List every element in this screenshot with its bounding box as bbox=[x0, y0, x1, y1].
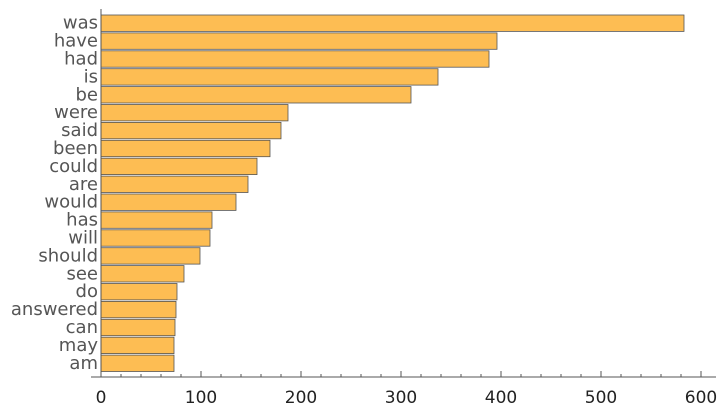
bar-has bbox=[100, 211, 213, 229]
x-tick-label: 600 bbox=[685, 388, 717, 408]
category-label-were: were bbox=[54, 102, 98, 123]
category-label-are: are bbox=[69, 174, 98, 195]
bar-answered bbox=[100, 300, 177, 319]
bar-see bbox=[100, 265, 185, 283]
category-label-see: see bbox=[66, 263, 98, 284]
bar-do bbox=[100, 283, 178, 301]
category-label-was: was bbox=[63, 13, 98, 34]
bar-would bbox=[100, 193, 237, 211]
bar-be bbox=[100, 86, 412, 104]
category-label-should: should bbox=[38, 245, 98, 266]
x-tick-label: 200 bbox=[285, 388, 317, 408]
category-label-been: been bbox=[53, 138, 98, 159]
bar-could bbox=[100, 157, 258, 175]
bar-had bbox=[100, 50, 490, 68]
category-label-have: have bbox=[54, 31, 98, 52]
category-label-had: had bbox=[64, 49, 98, 70]
bar-may bbox=[100, 336, 175, 355]
category-label-could: could bbox=[49, 156, 98, 177]
bar-is bbox=[100, 68, 439, 86]
category-label-may: may bbox=[59, 335, 99, 356]
category-label-am: am bbox=[69, 353, 98, 374]
category-label-said: said bbox=[61, 120, 98, 141]
bar-should bbox=[100, 247, 201, 265]
category-label-will: will bbox=[68, 228, 98, 249]
category-labels-group: washavehadisbeweresaidbeencouldarewouldh… bbox=[11, 13, 98, 374]
x-ticks-group: 0 100 200 300 400 500 600 bbox=[96, 371, 717, 408]
bar-can bbox=[100, 318, 176, 337]
x-tick-label: 0 bbox=[96, 388, 107, 408]
category-label-be: be bbox=[76, 84, 99, 105]
bar-am bbox=[100, 354, 175, 372]
bar-said bbox=[100, 122, 282, 140]
bar-have bbox=[100, 32, 498, 50]
category-label-has: has bbox=[66, 210, 98, 231]
category-label-answered: answered bbox=[11, 299, 98, 320]
bar-been bbox=[100, 139, 271, 158]
category-label-do: do bbox=[76, 281, 98, 302]
bar-will bbox=[100, 229, 211, 247]
bar-were bbox=[100, 104, 289, 122]
x-tick-label: 100 bbox=[185, 388, 217, 408]
category-label-would: would bbox=[44, 192, 98, 213]
x-tick-label: 400 bbox=[485, 388, 517, 408]
category-label-can: can bbox=[66, 317, 98, 338]
bar-was bbox=[100, 14, 685, 32]
x-tick-label: 500 bbox=[585, 388, 617, 408]
x-tick-label: 300 bbox=[385, 388, 417, 408]
bar-are bbox=[100, 175, 249, 193]
category-label-is: is bbox=[84, 66, 98, 87]
bars-group bbox=[100, 14, 685, 372]
